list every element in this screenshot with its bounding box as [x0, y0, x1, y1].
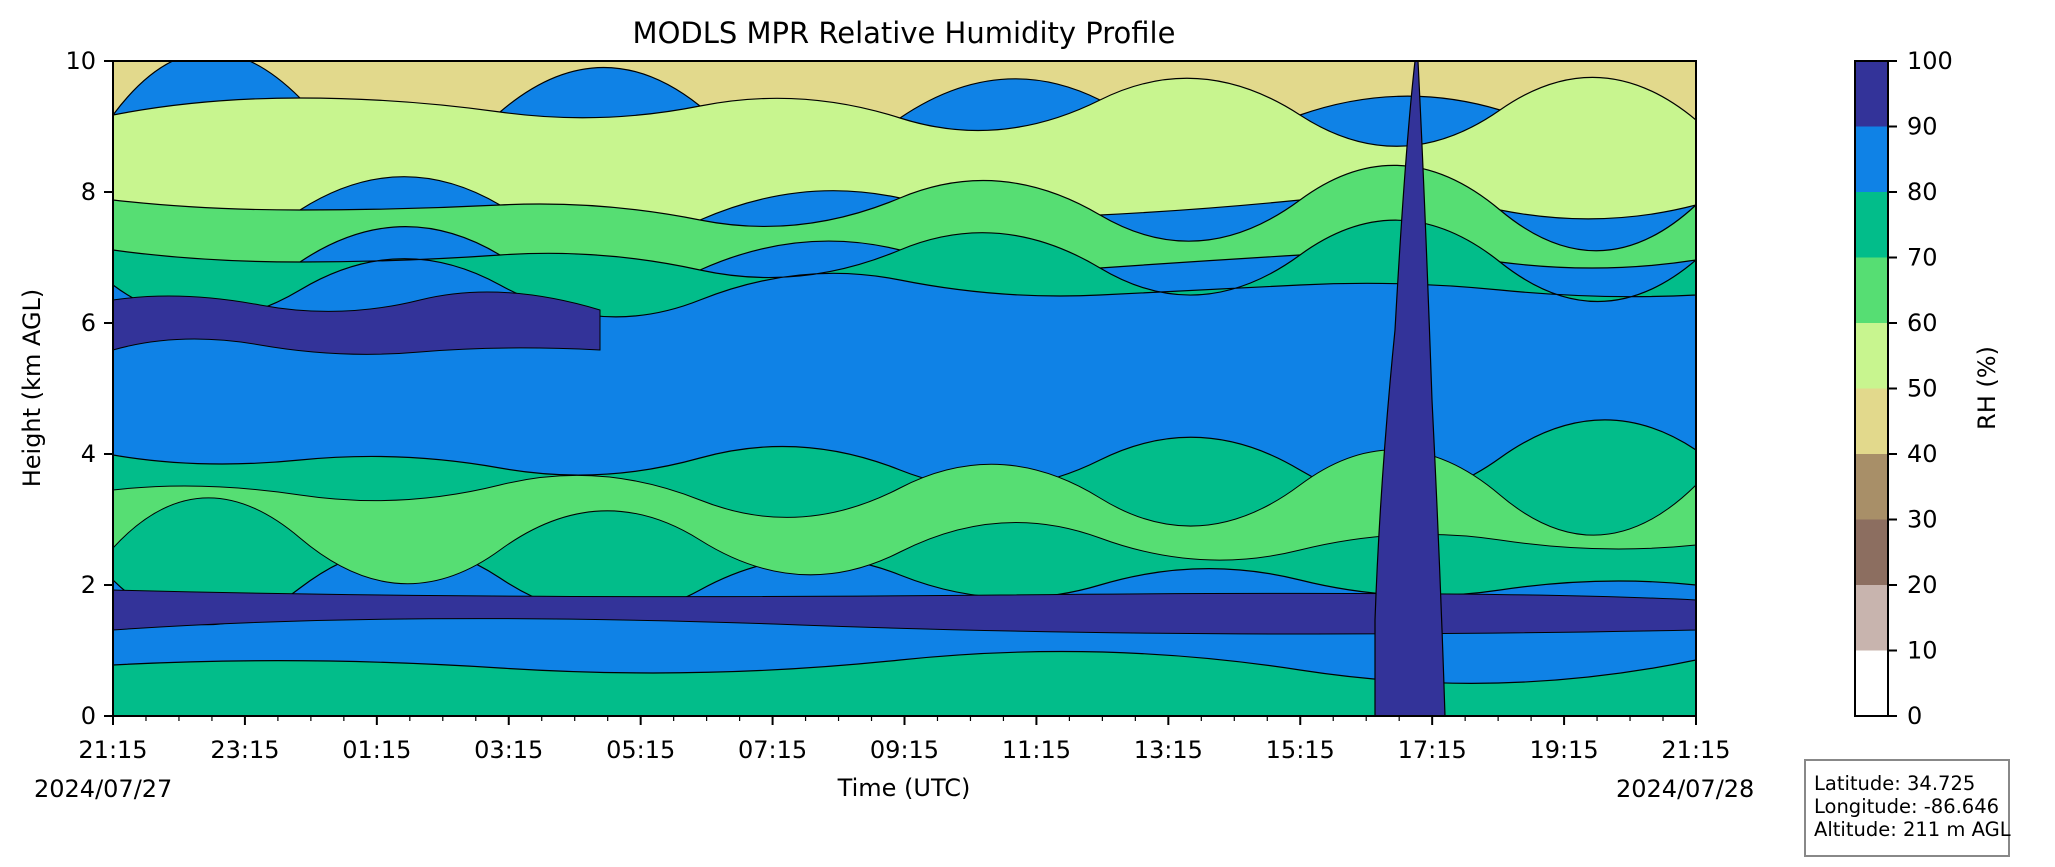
y-tick-label: 10 — [65, 47, 96, 75]
x-tick-label: 07:15 — [738, 736, 807, 764]
x-tick-label: 21:15 — [1661, 736, 1730, 764]
start-date-label: 2024/07/27 — [34, 775, 172, 803]
colorbar-label: RH (%) — [1973, 346, 2001, 430]
colorbar-tick-label: 10 — [1907, 637, 1938, 665]
x-tick-label: 05:15 — [606, 736, 675, 764]
colorbar-tick-label: 100 — [1907, 47, 1953, 75]
location-info-box: Latitude: 34.725 Longitude: -86.646 Alti… — [1804, 759, 2011, 857]
y-tick-label: 8 — [81, 178, 96, 206]
x-tick-label: 21:15 — [78, 736, 147, 764]
y-tick-label: 2 — [81, 571, 96, 599]
colorbar: 0 10 20 30 40 50 60 70 80 90 100 — [1854, 47, 1953, 730]
x-tick-label: 15:15 — [1266, 736, 1335, 764]
band-moist-upper — [113, 291, 601, 355]
x-tick-label: 19:15 — [1529, 736, 1598, 764]
colorbar-tick-label: 90 — [1907, 113, 1938, 141]
x-tick-label: 11:15 — [1002, 736, 1071, 764]
colorbar-segment — [1855, 323, 1888, 389]
colorbar-segment — [1855, 257, 1888, 323]
colorbar-tick-label: 60 — [1907, 309, 1938, 337]
band-moist-lower — [113, 589, 1696, 635]
colorbar-segment — [1855, 519, 1888, 585]
colorbar-tick-label: 40 — [1907, 440, 1938, 468]
end-date-label: 2024/07/28 — [1616, 775, 1754, 803]
colorbar-tick-label: 50 — [1907, 375, 1938, 403]
colorbar-segment — [1855, 388, 1888, 454]
x-axis-label: Time (UTC) — [837, 774, 971, 802]
x-tick-label: 03:15 — [474, 736, 543, 764]
colorbar-tick-label: 70 — [1907, 244, 1938, 272]
colorbar-tick-label: 20 — [1907, 571, 1938, 599]
altitude-text: Altitude: 211 m AGL — [1814, 818, 2011, 841]
y-tick-label: 4 — [81, 440, 96, 468]
latitude-text: Latitude: 34.725 — [1814, 772, 1976, 795]
colorbar-segment — [1855, 126, 1888, 192]
y-axis-label: Height (km AGL) — [18, 289, 46, 488]
y-tick-label: 0 — [81, 702, 96, 730]
x-tick-label: 01:15 — [342, 736, 411, 764]
colorbar-segment — [1855, 585, 1888, 651]
colorbar-segment — [1855, 61, 1888, 127]
colorbar-segment — [1855, 454, 1888, 520]
plot-area — [113, 61, 1696, 716]
colorbar-tick-label: 30 — [1907, 506, 1938, 534]
band-surface — [113, 650, 1696, 716]
x-tick-label: 09:15 — [870, 736, 939, 764]
colorbar-segment — [1855, 192, 1888, 258]
colorbar-tick-label: 80 — [1907, 178, 1938, 206]
band-transition — [113, 219, 1696, 320]
colorbar-segment — [1855, 650, 1888, 716]
chart-title: MODLS MPR Relative Humidity Profile — [633, 16, 1176, 50]
colorbar-tick-label: 0 — [1907, 702, 1922, 730]
y-axis: 0 2 4 6 8 10 — [65, 47, 113, 730]
longitude-text: Longitude: -86.646 — [1814, 795, 2000, 818]
x-tick-label: 13:15 — [1134, 736, 1203, 764]
x-tick-label: 17:15 — [1398, 736, 1467, 764]
x-tick-label: 23:15 — [210, 736, 279, 764]
x-axis: 21:15 23:15 01:15 03:15 05:15 07:15 09:15 11:15… — [78, 716, 1731, 764]
y-tick-label: 6 — [81, 309, 96, 337]
